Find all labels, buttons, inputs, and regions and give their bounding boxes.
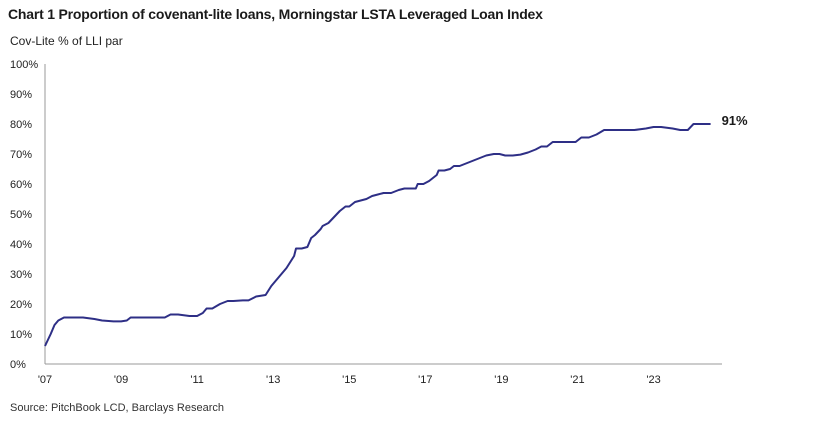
x-tick-label: '09 xyxy=(114,374,128,386)
y-tick-label: 90% xyxy=(10,89,32,101)
x-tick-label: '21 xyxy=(570,374,584,386)
y-tick-label: 60% xyxy=(10,179,32,191)
x-tick-label: '07 xyxy=(38,374,52,386)
y-tick-label: 50% xyxy=(10,209,32,221)
source-note: Source: PitchBook LCD, Barclays Research xyxy=(10,402,224,414)
y-tick-label: 0% xyxy=(10,359,26,371)
x-tick-label: '11 xyxy=(190,374,204,386)
y-tick-label: 80% xyxy=(10,119,32,131)
y-tick-label: 20% xyxy=(10,299,32,311)
x-tick-label: '19 xyxy=(494,374,508,386)
x-tick-label: '13 xyxy=(266,374,280,386)
x-tick-label: '23 xyxy=(646,374,660,386)
y-tick-label: 100% xyxy=(10,59,38,71)
x-tick-label: '17 xyxy=(418,374,432,386)
y-tick-label: 10% xyxy=(10,329,32,341)
y-tick-label: 30% xyxy=(10,269,32,281)
y-tick-label: 40% xyxy=(10,239,32,251)
x-axis-tick-labels: '07 '09 '11 '13 '15 '17 '19 '21 '23 xyxy=(38,374,661,386)
y-axis-tick-labels: 0% 10% 20% 30% 40% 50% 60% 70% 80% 90% 100% xyxy=(10,59,38,371)
covenant-lite-series-line xyxy=(44,123,711,347)
y-tick-label: 70% xyxy=(10,149,32,161)
x-tick-label: '15 xyxy=(342,374,356,386)
y-axis-title: Cov-Lite % of LLI par xyxy=(10,34,123,48)
chart-title: Chart 1 Proportion of covenant-lite loan… xyxy=(8,6,543,22)
end-value-label: 91% xyxy=(722,113,748,128)
